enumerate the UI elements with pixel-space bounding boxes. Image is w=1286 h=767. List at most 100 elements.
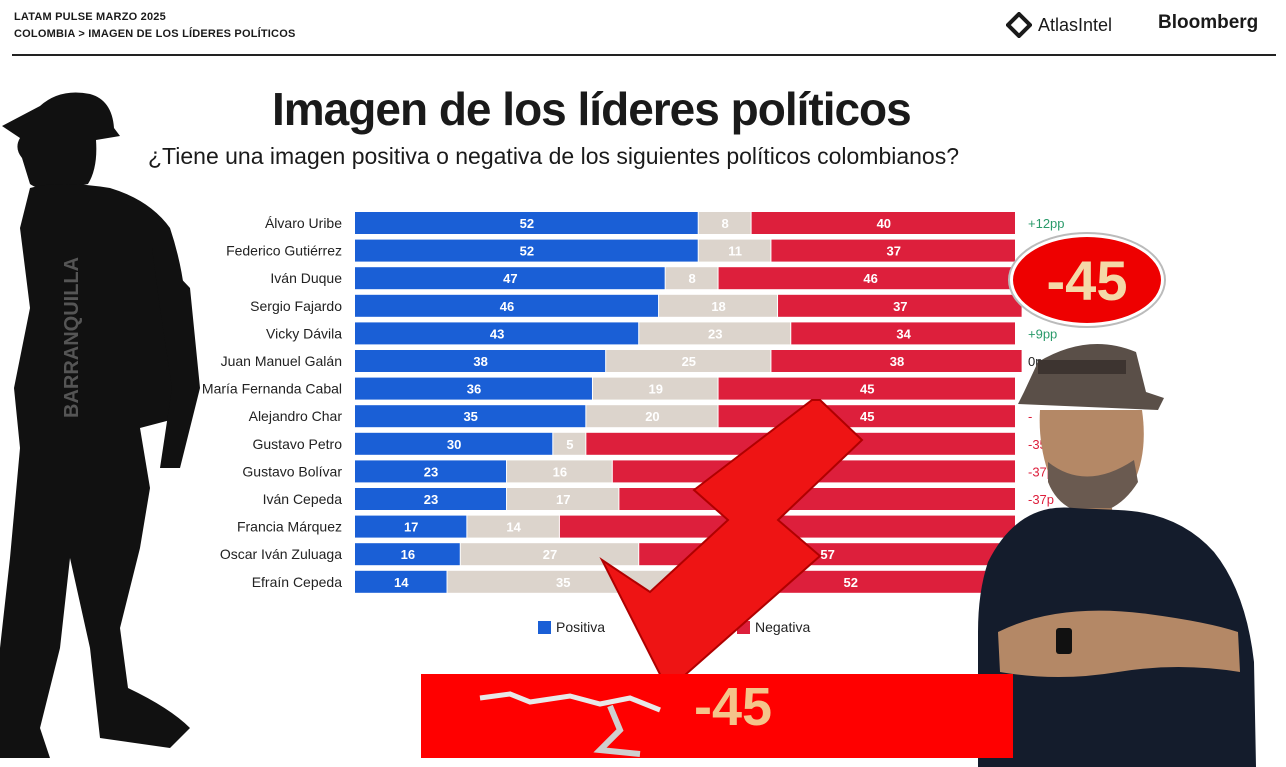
bloomberg-brand: Bloomberg [1158,12,1259,33]
bar-negative [718,267,1022,290]
bar-positive [355,350,606,372]
data-label: 37 [886,244,900,259]
data-label: 37 [893,299,907,314]
data-label: 35 [463,409,477,424]
legend-label-negative: Negativa [755,619,811,635]
change-label: +9pp [1028,326,1057,341]
data-label: 40 [877,216,891,231]
data-label: 16 [553,464,567,479]
data-label: 46 [863,271,877,286]
data-label: 14 [394,575,409,590]
data-label: 8 [688,271,695,286]
bar-negative [771,239,1015,262]
bar-positive [355,239,698,262]
bar-neutral [507,488,619,510]
data-label: 23 [708,326,722,341]
data-label: 45 [860,409,874,424]
category-label: Francia Márquez [237,519,342,535]
data-label: 52 [520,216,534,231]
data-label: 47 [503,271,517,286]
chart-subtitle: ¿Tiene una imagen positiva o negativa de… [148,143,960,169]
atlasintel-label: AtlasIntel [1038,14,1113,35]
change-label: -37p [1028,492,1054,507]
data-label: 14 [506,520,521,535]
bar-positive [355,515,467,538]
bar-neutral [460,543,639,566]
bar-positive [355,488,507,510]
bottom-negative-value: -45 [694,677,773,737]
data-label: 5 [566,437,573,452]
bar-negative [751,212,1015,234]
data-label: 52 [844,575,858,590]
data-label: 20 [645,409,659,424]
category-label: Efraín Cepeda [252,574,342,590]
data-label: 18 [711,299,725,314]
category-label: María Fernanda Cabal [202,381,342,397]
data-label: 46 [500,299,514,314]
legend-positive: Positiva [538,619,605,635]
category-label: Gustavo Petro [253,436,343,452]
bar-positive [355,322,639,345]
data-label: 19 [649,382,663,397]
data-label: 43 [490,326,504,341]
bar-positive [355,267,665,290]
change-label: - [1028,409,1032,424]
data-label: 27 [543,547,557,562]
atlasintel-brand: AtlasIntel [1006,12,1112,38]
bar-positive [355,294,659,317]
category-label: Oscar Iván Zuluaga [220,546,342,562]
category-label: Sergio Fajardo [250,298,342,314]
data-label: 35 [556,575,570,590]
bar-positive [355,570,447,593]
data-label: 38 [473,354,487,369]
bottom-red-banner [421,674,1013,758]
bar-neutral [586,405,718,428]
legend-swatch-positive [538,620,551,634]
header-rule [12,54,1276,56]
bar-positive [355,543,460,566]
change-label: +12pp [1028,216,1065,231]
bar-neutral [467,515,559,538]
bar-neutral [507,460,612,483]
bar-neutral [606,350,771,372]
data-label: 8 [722,216,729,231]
data-label: 17 [404,520,418,535]
svg-text:BARRANQUILLA: BARRANQUILLA [61,257,83,418]
negative-callout-bubble: -45 [1010,234,1164,326]
bar-positive [355,405,586,428]
category-label: Alejandro Char [249,408,343,424]
data-label: 38 [890,354,904,369]
legend-label-positive: Positiva [556,619,606,635]
data-label: 23 [424,492,438,507]
category-label: Iván Cepeda [263,491,343,507]
data-label: 52 [520,244,534,259]
bar-neutral [698,239,771,262]
data-label: 23 [424,464,438,479]
data-label: 30 [447,437,461,452]
category-label: Gustavo Bolívar [242,463,342,479]
data-label: 11 [728,244,742,259]
atlasintel-logo-icon [1006,12,1032,38]
bar-negative [718,377,1015,400]
bar-neutral [659,294,778,317]
header-line1: LATAM PULSE MARZO 2025 [14,11,166,23]
bar-negative [771,350,1022,372]
bar-negative [559,515,1015,538]
person-silhouette-left: BARRANQUILLA [0,92,200,758]
category-label: Vicky Dávila [266,325,342,341]
category-label: Álvaro Uribe [265,215,342,231]
crack-decoration [479,691,661,757]
data-label: 45 [860,382,874,397]
header-line2: COLOMBIA > IMAGEN DE LOS LÍDERES POLÍTIC… [14,28,296,40]
data-label: 17 [556,492,570,507]
bar-neutral [553,432,586,455]
category-label: Juan Manuel Galán [221,353,342,369]
bar-negative [778,294,1022,317]
category-label: Iván Duque [270,270,342,286]
legend-negative: Negativa [737,619,810,635]
bar-positive [355,460,507,483]
category-label: Federico Gutiérrez [226,243,342,259]
data-label: 57 [820,547,834,562]
data-label: 36 [467,382,481,397]
